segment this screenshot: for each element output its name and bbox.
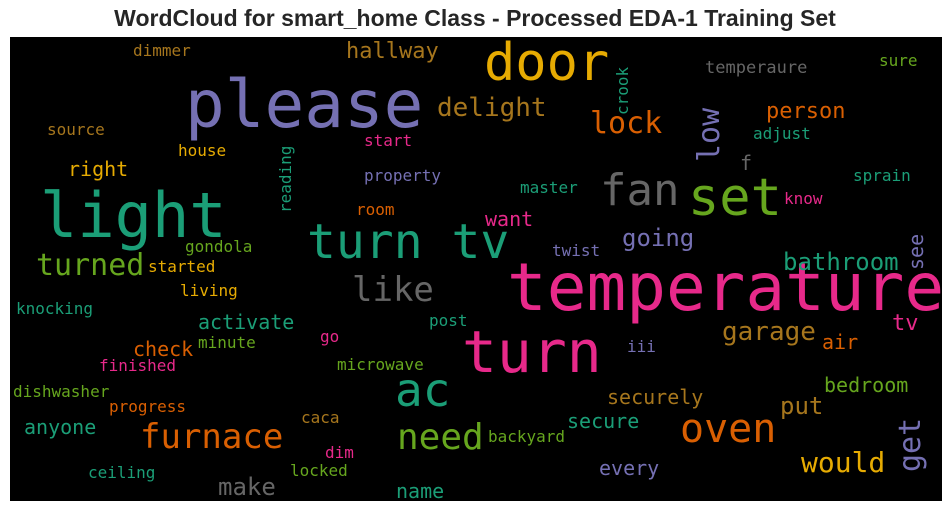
word-anyone: anyone: [24, 415, 97, 439]
word-put: put: [780, 392, 824, 420]
word-start: start: [364, 131, 413, 150]
word-make: make: [218, 473, 276, 501]
word-progress: progress: [109, 397, 187, 416]
word-get: get: [893, 417, 928, 472]
word-crook: crook: [613, 66, 632, 115]
word-reading: reading: [276, 146, 295, 214]
word-bathroom: bathroom: [783, 248, 899, 276]
word-ceiling: ceiling: [88, 463, 156, 482]
word-backyard: backyard: [488, 427, 566, 446]
word-property: property: [364, 166, 442, 185]
word-set: set: [688, 168, 782, 228]
word-need: need: [397, 417, 484, 458]
word-activate: activate: [198, 310, 295, 334]
word-person: person: [766, 99, 846, 124]
word-see: see: [904, 234, 928, 271]
word-fan: fan: [600, 165, 680, 216]
word-ac: ac: [395, 363, 451, 417]
word-hallway: hallway: [346, 39, 439, 64]
word-dishwasher: dishwasher: [13, 382, 110, 401]
word-microwave: microwave: [337, 355, 424, 374]
word-room: room: [356, 200, 395, 219]
word-adjust: adjust: [753, 124, 811, 143]
word-going: going: [622, 224, 695, 252]
word-dimmer: dimmer: [133, 41, 191, 60]
word-twist: twist: [552, 241, 601, 260]
word-locked: locked: [290, 461, 348, 480]
word-check: check: [133, 337, 194, 361]
word-name: name: [396, 479, 445, 501]
word-caca: caca: [301, 408, 340, 427]
word-door: door: [484, 37, 610, 93]
word-turned: turned: [36, 248, 145, 283]
word-source: source: [47, 120, 105, 139]
word-know: know: [784, 189, 823, 208]
word-post: post: [429, 311, 468, 330]
word-air: air: [822, 330, 859, 354]
word-right: right: [68, 157, 129, 181]
word-tv: tv: [892, 311, 919, 336]
word-go: go: [320, 327, 340, 346]
word-living: living: [180, 281, 238, 300]
word-iii: iii: [627, 337, 656, 356]
word-delight: delight: [437, 93, 547, 123]
word-lock: lock: [590, 106, 663, 141]
word-started: started: [148, 257, 216, 276]
word-sure: sure: [879, 51, 918, 70]
wordcloud-canvas: temperature please light turn turn tv door set…: [10, 37, 942, 501]
word-securely: securely: [607, 385, 704, 409]
word-temperaure: temperaure: [705, 58, 808, 78]
word-bedroom: bedroom: [824, 373, 909, 397]
word-furnace: furnace: [140, 417, 284, 457]
word-like: like: [352, 270, 434, 310]
word-garage: garage: [722, 317, 816, 347]
word-gondola: gondola: [185, 237, 253, 256]
word-oven: oven: [680, 406, 777, 452]
word-would: would: [801, 446, 886, 479]
word-low: low: [692, 107, 727, 162]
word-f: f: [740, 151, 753, 175]
word-light: light: [40, 179, 227, 252]
word-please: please: [185, 66, 424, 143]
word-secure: secure: [567, 409, 640, 433]
chart-title: WordCloud for smart_home Class - Process…: [114, 5, 836, 31]
word-temperature: temperature: [507, 249, 942, 326]
word-sprain: sprain: [853, 166, 911, 185]
word-turn-tv: turn tv: [307, 214, 510, 270]
word-every: every: [599, 456, 660, 480]
word-finished: finished: [99, 356, 177, 375]
word-master: master: [520, 178, 578, 197]
word-dim: dim: [325, 443, 354, 462]
word-turn: turn: [462, 318, 602, 386]
word-knocking: knocking: [16, 299, 94, 318]
word-minute: minute: [198, 333, 256, 352]
word-house: house: [178, 141, 227, 160]
word-want: want: [485, 207, 534, 231]
